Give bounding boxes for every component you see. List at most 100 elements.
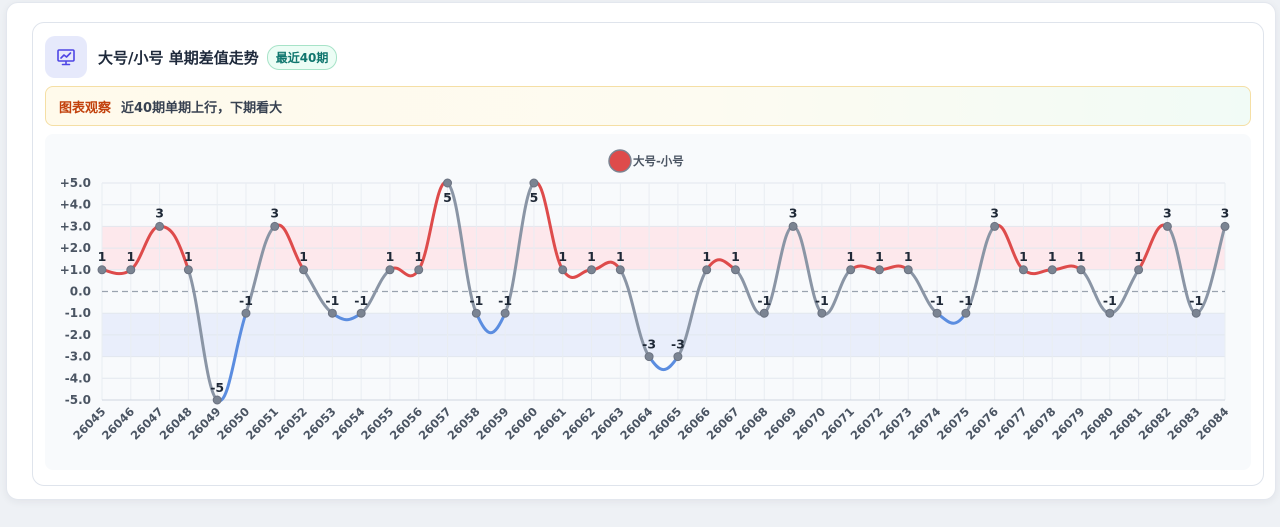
data-label: -1 — [930, 293, 944, 308]
y-tick-label: -3.0 — [65, 350, 91, 364]
legend-marker — [608, 149, 632, 173]
data-point — [385, 265, 395, 275]
y-tick-label: -2.0 — [65, 328, 91, 342]
data-point — [615, 265, 625, 275]
data-point — [846, 265, 856, 275]
data-label: 1 — [616, 249, 625, 264]
card-header: 大号/小号 单期差值走势 最近40期 — [45, 35, 338, 79]
data-label: -3 — [671, 337, 685, 352]
trend-chart: +5.0 +4.0 +3.0 +2.0 +1.0 0.0 -1.0 -2.0 -3.0 -4.0 -… — [60, 149, 1231, 443]
y-tick-label: +1.0 — [60, 263, 91, 277]
series-line-segment — [446, 181, 478, 315]
x-tick-label: 26084 — [1193, 404, 1231, 442]
data-label: -1 — [1189, 293, 1203, 308]
y-tick-label: +3.0 — [60, 219, 91, 233]
data-point — [1162, 221, 1172, 231]
observation-text: 近40期单期上行，下期看大 — [121, 100, 283, 116]
data-label: 1 — [875, 249, 884, 264]
data-point — [587, 265, 597, 275]
data-label: 1 — [1048, 249, 1057, 264]
series-line-segment — [964, 224, 997, 315]
series-line-segment — [244, 224, 277, 315]
data-label: -1 — [354, 293, 368, 308]
y-tick-label: +4.0 — [60, 198, 91, 212]
legend-label: 大号-小号 — [633, 154, 684, 168]
data-point — [155, 221, 165, 231]
data-label: -1 — [469, 293, 483, 308]
data-point — [788, 221, 798, 231]
data-label: -5 — [210, 380, 224, 395]
data-label: 1 — [904, 249, 913, 264]
data-label: 3 — [1163, 205, 1172, 220]
data-point — [1191, 308, 1201, 318]
range-badge: 最近40期 — [266, 44, 338, 70]
y-tick-label: -5.0 — [65, 393, 91, 407]
data-point — [702, 265, 712, 275]
presentation-chart-icon — [45, 36, 87, 78]
data-label: 5 — [443, 190, 452, 205]
data-label: 1 — [846, 249, 855, 264]
data-label: 3 — [270, 205, 279, 220]
data-point — [961, 308, 971, 318]
data-label: 1 — [184, 249, 193, 264]
y-tick-label: -4.0 — [65, 371, 91, 385]
data-label: -1 — [815, 293, 829, 308]
series-line-segment — [503, 181, 536, 315]
data-label: 1 — [98, 249, 107, 264]
data-point — [932, 308, 942, 318]
data-point — [212, 395, 222, 405]
data-point — [356, 308, 366, 318]
data-point — [529, 178, 539, 188]
y-tick-label: 0.0 — [70, 285, 91, 299]
data-point — [1018, 265, 1028, 275]
y-tick-label: -1.0 — [65, 306, 91, 320]
data-label: 1 — [731, 249, 740, 264]
data-label: -1 — [325, 293, 339, 308]
data-label: -1 — [1103, 293, 1117, 308]
data-label: 1 — [587, 249, 596, 264]
data-point — [270, 221, 280, 231]
data-label: 5 — [530, 190, 539, 205]
chart-card: 大号/小号 单期差值走势 最近40期 图表观察 近40期单期上行，下期看大 +5… — [32, 22, 1264, 486]
data-point — [500, 308, 510, 318]
data-label: 3 — [1221, 205, 1230, 220]
card-title: 大号/小号 单期差值走势 — [98, 48, 259, 67]
data-label: 3 — [990, 205, 999, 220]
data-point — [414, 265, 424, 275]
data-label: 1 — [126, 249, 135, 264]
data-point — [1134, 265, 1144, 275]
data-point — [97, 265, 107, 275]
y-tick-label: +5.0 — [60, 176, 91, 190]
series-line-segment — [676, 268, 709, 359]
data-point — [644, 352, 654, 362]
data-label: 1 — [1134, 249, 1143, 264]
data-point — [183, 265, 193, 275]
observation-label: 图表观察 — [59, 100, 112, 116]
data-label: 3 — [155, 205, 164, 220]
data-label: 1 — [386, 249, 395, 264]
chart-observation: 图表观察 近40期单期上行，下期看大 — [45, 86, 1251, 126]
data-point — [903, 265, 913, 275]
data-label: 3 — [789, 205, 798, 220]
series-line-segment — [474, 311, 507, 335]
data-point — [1105, 308, 1115, 318]
series-line-segment — [186, 268, 219, 402]
data-label: -3 — [642, 337, 656, 352]
data-label: 1 — [1019, 249, 1028, 264]
data-label: -1 — [757, 293, 771, 308]
data-point — [874, 265, 884, 275]
data-label: 1 — [414, 249, 423, 264]
data-point — [759, 308, 769, 318]
data-point — [558, 265, 568, 275]
data-point — [299, 265, 309, 275]
data-point — [817, 308, 827, 318]
data-point — [126, 265, 136, 275]
data-point — [327, 308, 337, 318]
data-point — [1220, 221, 1230, 231]
data-point — [990, 221, 1000, 231]
data-point — [241, 308, 251, 318]
y-tick-label: +2.0 — [60, 241, 91, 255]
series-line-segment — [647, 355, 680, 372]
data-label: 1 — [558, 249, 567, 264]
data-point — [471, 308, 481, 318]
